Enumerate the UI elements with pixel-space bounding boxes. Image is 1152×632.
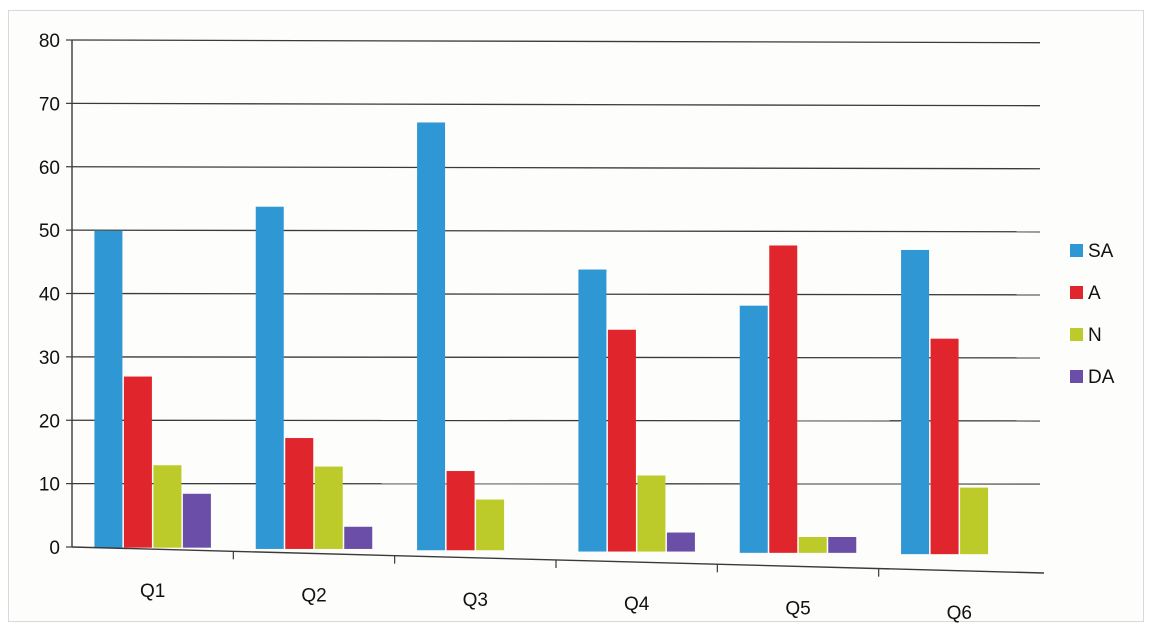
y-tick-label-50: 50	[39, 221, 60, 242]
y-tick-label-70: 70	[39, 94, 60, 115]
legend: SA AN DA	[1070, 241, 1115, 388]
x-tick-label-q2: Q2	[301, 586, 326, 607]
y-tick-label-80: 80	[39, 31, 60, 52]
gridline-80	[71, 39, 1041, 44]
y-tick-label-40: 40	[39, 285, 60, 306]
x-tick-label-q1: Q1	[140, 581, 165, 602]
legend-label-da: DA	[1088, 367, 1115, 388]
x-tick-label-q5: Q5	[785, 599, 810, 620]
legend-swatch-n	[1070, 328, 1083, 341]
bar-q6-n	[960, 487, 989, 555]
x-tick-label-q6: Q6	[947, 603, 972, 624]
bar-q4-a	[607, 329, 636, 552]
axes: 0 10 20 30 40 50 60 70 80 Q1 Q2 Q3 Q4 Q5 Q6	[39, 31, 1045, 624]
bar-q3-sa	[417, 122, 446, 551]
bar-q2-a	[285, 438, 314, 549]
bar-q3-a	[446, 471, 475, 551]
legend-swatch-a	[1070, 286, 1083, 299]
legend-label-n: N	[1088, 325, 1102, 346]
legend-swatch-sa	[1070, 244, 1083, 257]
bar-q6-sa	[901, 249, 930, 555]
y-tick-label-30: 30	[39, 348, 60, 369]
gridline-60	[71, 166, 1041, 170]
y-tick-label-10: 10	[39, 475, 60, 496]
bar-q4-n	[637, 475, 666, 552]
bar-q4-sa	[578, 269, 607, 552]
bar-q1-da	[182, 493, 211, 548]
y-tick-label-0: 0	[49, 538, 60, 559]
bar-q1-a	[123, 376, 152, 548]
bar-q6-a	[930, 338, 959, 555]
gridline-30	[71, 356, 1041, 359]
bar-q5-da	[828, 537, 857, 553]
y-tick-label-60: 60	[39, 158, 60, 179]
gridline-20	[71, 419, 1041, 422]
bar-q2-sa	[255, 206, 284, 549]
x-tick-label-q3: Q3	[463, 590, 488, 611]
bar-q4-da	[666, 532, 695, 552]
y-tick-label-20: 20	[39, 411, 60, 432]
bar-q2-da	[344, 526, 373, 549]
x-axis-line	[71, 546, 1045, 574]
bar-q1-sa	[94, 230, 123, 548]
legend-label-a: A	[1088, 283, 1101, 304]
gridline-70	[71, 102, 1041, 107]
gridlines	[71, 39, 1041, 485]
bar-q3-n	[476, 499, 505, 551]
gridline-50	[71, 229, 1041, 233]
x-tick-label-q4: Q4	[624, 594, 650, 615]
bars	[94, 122, 989, 555]
bar-q1-n	[153, 465, 182, 548]
bar-q2-n	[314, 466, 343, 549]
bar-q5-sa	[739, 305, 768, 553]
bar-q5-a	[769, 245, 798, 553]
legend-swatch-da	[1070, 370, 1083, 383]
gridline-40	[71, 292, 1041, 296]
bar-q5-n	[798, 537, 827, 553]
legend-label-sa: SA	[1088, 241, 1114, 262]
